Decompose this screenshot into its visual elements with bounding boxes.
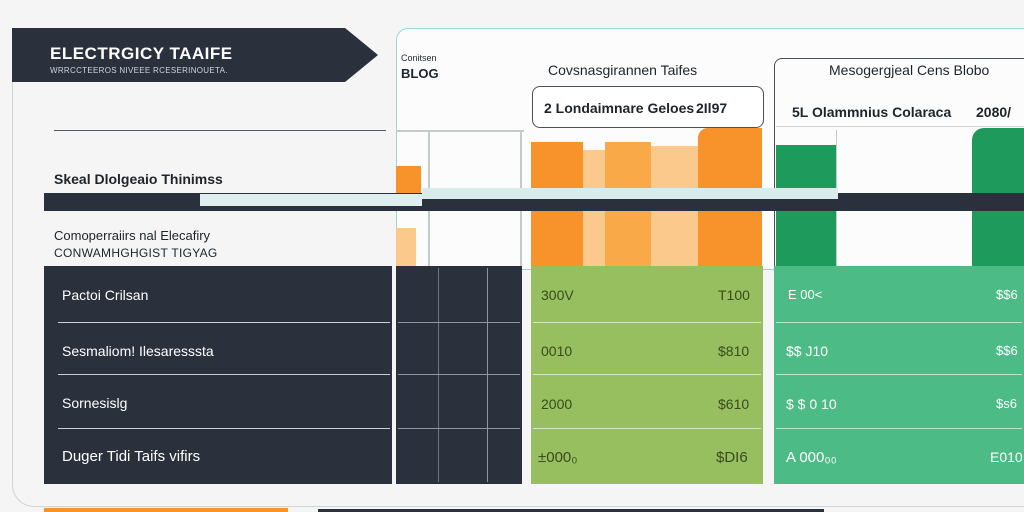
middle-column-header	[532, 86, 764, 128]
row-separator	[776, 374, 1022, 375]
row-separator	[398, 428, 520, 429]
value-cell: $DI6	[716, 449, 748, 466]
row-separator	[58, 322, 390, 323]
value-cell: T100	[718, 287, 750, 303]
band-highlight	[200, 194, 422, 206]
value-cell: 2000	[541, 396, 573, 412]
caption-line-1: Comoperraiirs nal Elecafiry	[54, 228, 211, 243]
banner-subtitle: WRRCCTEEROS NIVEEE RCESERINOUETA.	[50, 66, 228, 75]
right-heading: Mesogergjeal Cens Blobo	[829, 62, 990, 78]
row-label: Duger Tidi Taifs vifirs	[62, 448, 201, 465]
value-cell: 300V	[541, 287, 574, 303]
value-cell: $ $ 0 10	[786, 396, 837, 412]
value-cell: $$6	[996, 343, 1018, 358]
middle-values-panel	[531, 266, 763, 484]
row-separator	[776, 428, 1022, 429]
middle-heading: Covsnasgirannen Taifes	[548, 62, 698, 78]
bar-block	[396, 228, 416, 266]
row-separator	[58, 374, 390, 375]
value-cell: $810	[718, 343, 750, 359]
right-column-year: 2080/	[976, 104, 1012, 120]
value-cell: $s6	[996, 396, 1017, 411]
value-cell: E 00<	[788, 287, 823, 302]
row-label: Pactoi Crilsan	[62, 287, 149, 303]
value-cell: ±000₀	[538, 449, 578, 466]
accent-bar	[44, 508, 288, 512]
column-divider	[487, 268, 488, 482]
row-label: Sesmaliom! Ilesaresssta	[62, 343, 214, 359]
value-cell: 0010	[541, 343, 573, 359]
row-separator	[58, 428, 390, 429]
right-header-rule	[776, 126, 1024, 127]
section-title: Skeal Dlolgeaio Thinimss	[54, 171, 223, 187]
row-separator	[533, 374, 761, 375]
value-cell: A 000₀₀	[786, 449, 837, 466]
row-separator	[398, 374, 520, 375]
outer-frame	[12, 28, 1024, 507]
bar-block	[396, 166, 421, 194]
value-cell: E010	[990, 449, 1023, 465]
value-cell: $$6	[996, 287, 1018, 302]
value-cell: $610	[718, 396, 750, 412]
right-values-panel	[774, 266, 1024, 484]
row-separator	[776, 322, 1022, 323]
dark-column	[396, 266, 522, 484]
right-column-title: 5L Olammnius Colaraca	[792, 104, 952, 120]
blog-label: BLOG	[401, 66, 439, 81]
band-highlight	[422, 188, 838, 199]
column-divider	[438, 268, 439, 482]
middle-column-title: 2 Londaimnare Geloes	[544, 100, 695, 116]
panel-small-label: Conitsen	[401, 53, 437, 63]
row-label-panel	[44, 266, 392, 484]
middle-column-year: 2Il97	[696, 100, 728, 116]
row-separator	[398, 322, 520, 323]
banner-title: ELECTRGICY TAAIFE	[50, 44, 233, 63]
row-separator	[533, 322, 761, 323]
value-cell: $$ J10	[786, 343, 829, 359]
row-separator	[533, 428, 761, 429]
guide-line	[396, 130, 524, 132]
row-label: Sornesislg	[62, 395, 128, 411]
accent-bar	[318, 509, 824, 512]
divider-rule	[54, 130, 386, 131]
title-banner	[12, 28, 378, 82]
caption-line-2: CONWAMHGHGIST TIGYAG	[54, 246, 218, 260]
